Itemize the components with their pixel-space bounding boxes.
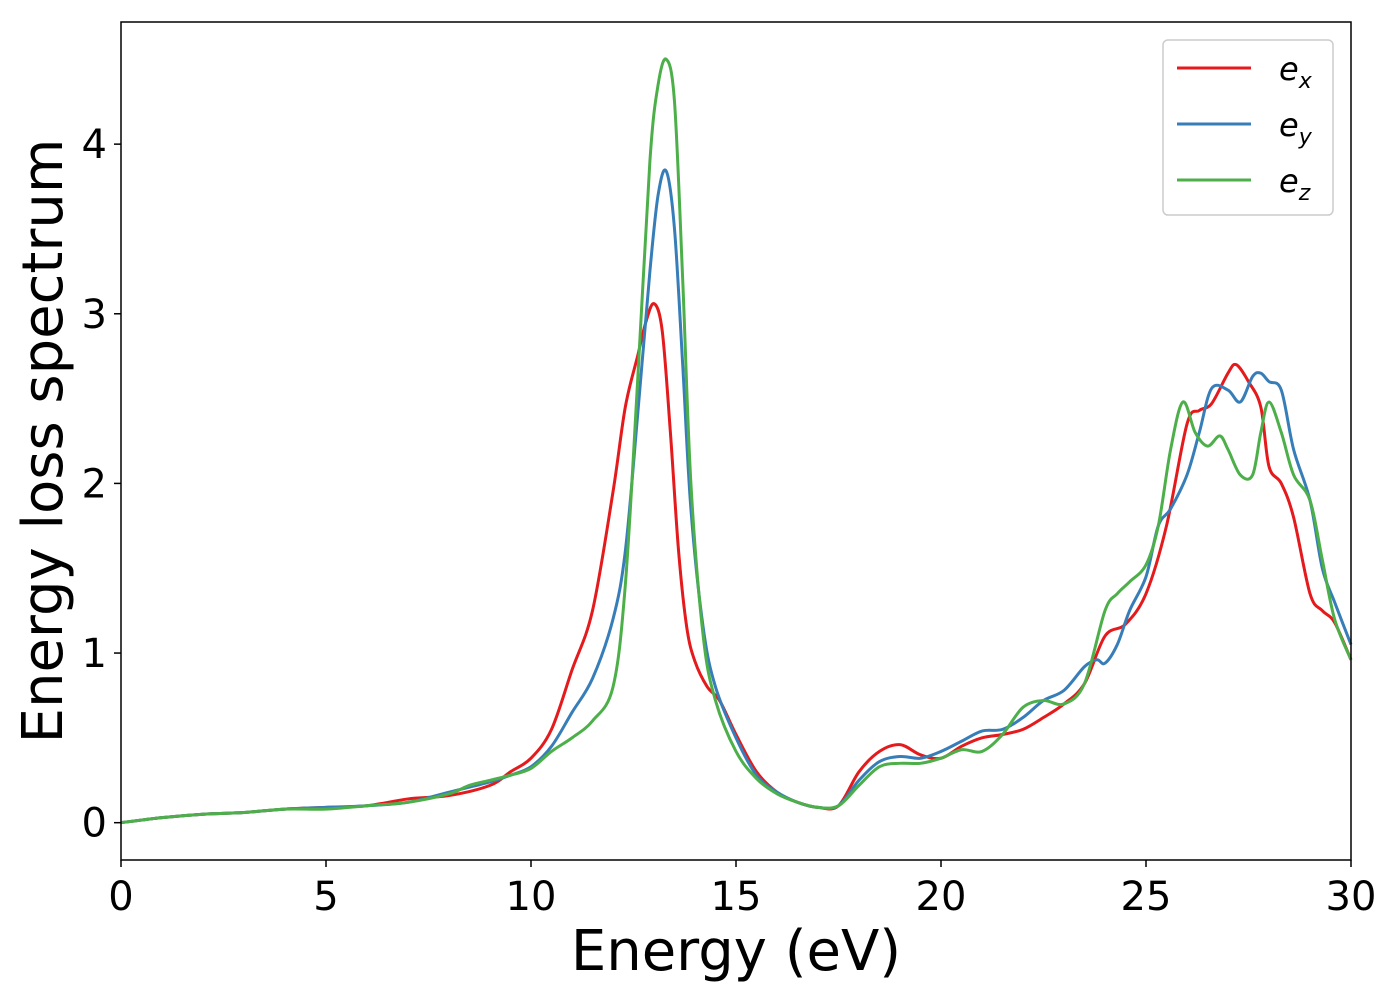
legend-label-subscript: z [1298, 181, 1311, 206]
x-tick-label: 20 [916, 874, 967, 920]
x-tick-label: 10 [506, 874, 557, 920]
x-axis: 0 5 10 15 20 25 30 [108, 860, 1376, 920]
x-tick-label: 30 [1326, 874, 1377, 920]
y-tick-label: 2 [82, 461, 107, 507]
series-line-z [120, 57, 1353, 825]
x-tick-label: 0 [108, 874, 133, 920]
legend-label-base: e [1279, 162, 1299, 200]
y-axis-title: Energy loss spectrum [11, 139, 76, 744]
y-tick-label: 4 [82, 122, 107, 168]
x-tick-label: 25 [1121, 874, 1172, 920]
x-tick-label: 5 [313, 874, 338, 920]
legend-label-base: e [1279, 106, 1299, 144]
x-axis-title: Energy (eV) [571, 919, 901, 984]
x-tick-label: 15 [711, 874, 762, 920]
plot-background [121, 22, 1351, 860]
legend-box [1162, 39, 1334, 216]
y-tick-label: 1 [82, 631, 107, 677]
y-axis: 0 1 2 3 4 [82, 122, 121, 847]
y-tick-label: 3 [82, 292, 107, 338]
legend-label-subscript: y [1298, 125, 1313, 150]
legend-label-base: e [1279, 50, 1299, 88]
legend-label-z: ez [1279, 162, 1311, 206]
y-tick-label: 0 [82, 801, 107, 847]
legend-label-subscript: x [1298, 69, 1313, 94]
series-layer [120, 57, 1353, 825]
legend-label-y: ey [1279, 106, 1313, 150]
legend-label-x: ex [1279, 50, 1313, 94]
